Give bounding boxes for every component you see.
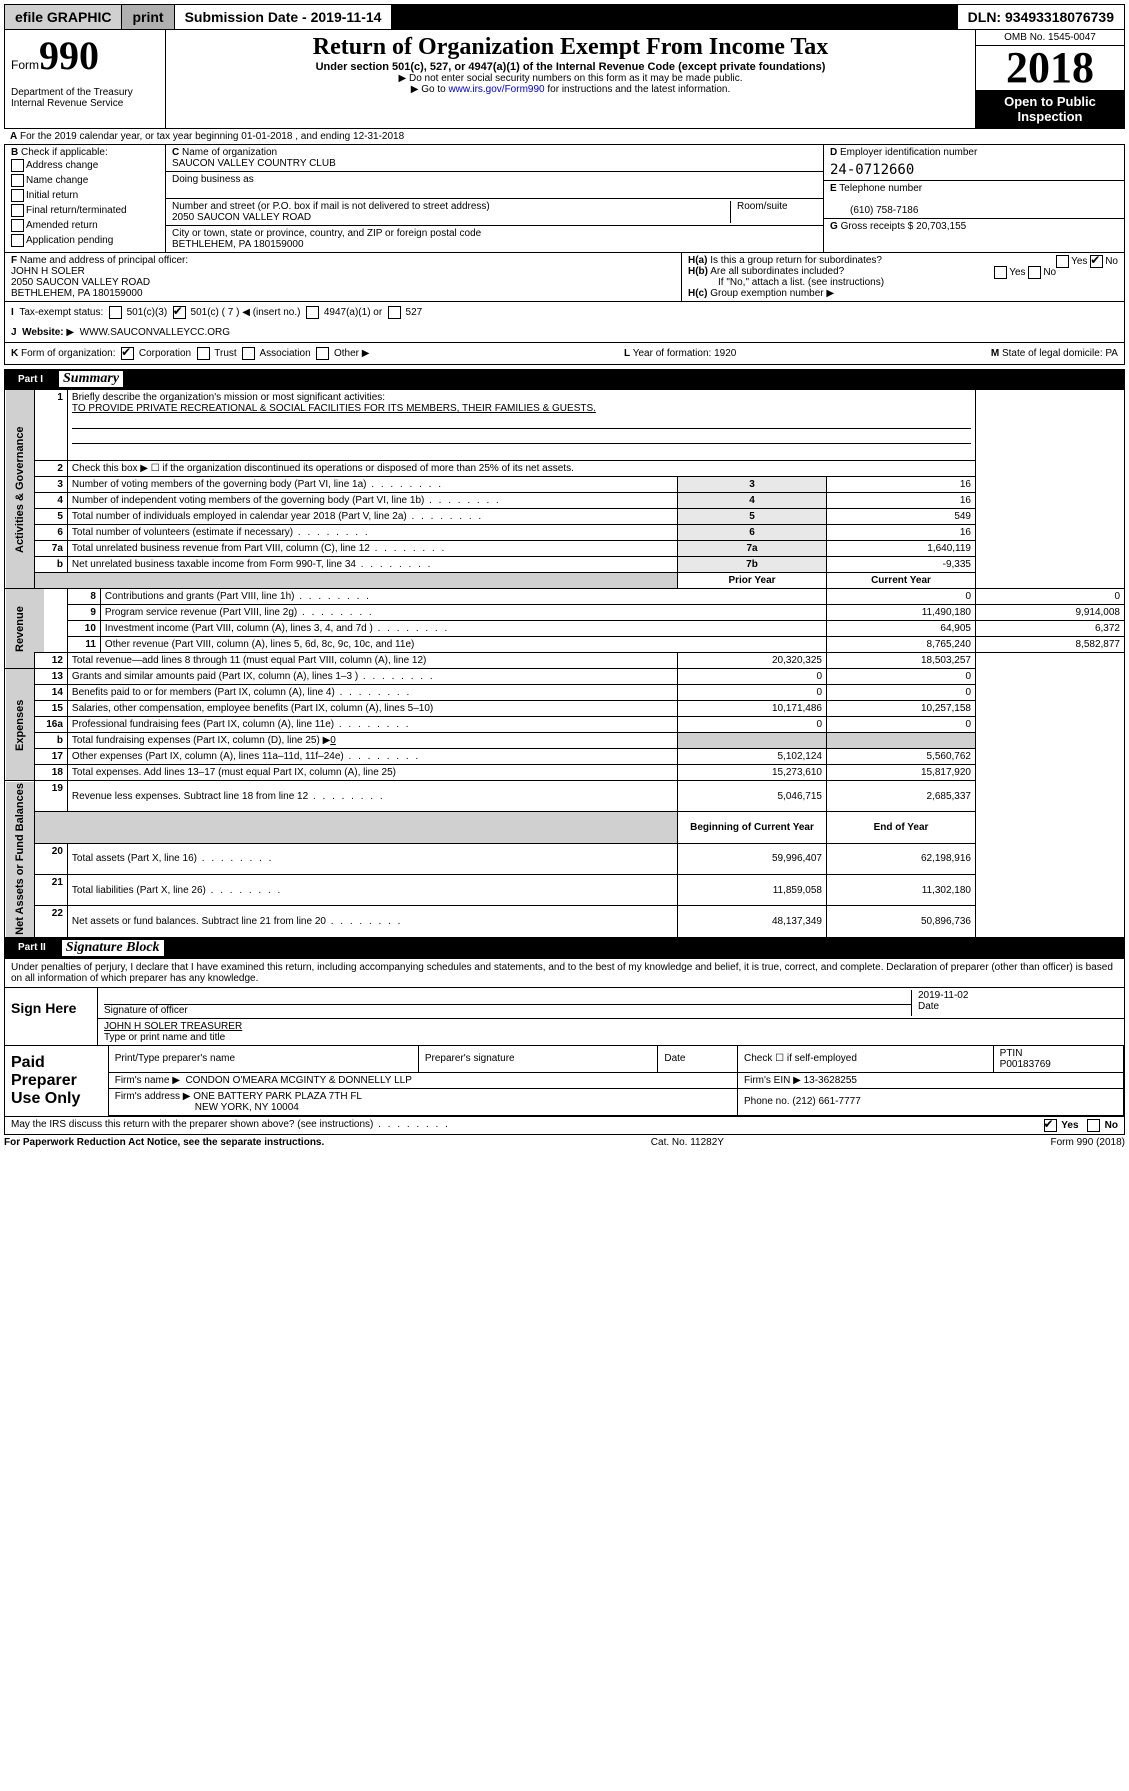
ssn-note: Do not enter social security numbers on … xyxy=(170,73,971,84)
section-i: I Tax-exempt status: 501(c)(3) 501(c) ( … xyxy=(4,302,1125,323)
submission-date: Submission Date - 2019-11-14 xyxy=(175,5,393,29)
department: Department of the Treasury Internal Reve… xyxy=(11,87,159,109)
tab-governance: Activities & Governance xyxy=(5,390,35,589)
ein: 24-0712660 xyxy=(830,162,1118,178)
ptin: P00183769 xyxy=(1000,1059,1051,1070)
cb-application-pending[interactable]: Application pending xyxy=(11,233,159,248)
part1-header: Part I Summary xyxy=(4,369,1125,389)
sign-here-label: Sign Here xyxy=(5,988,98,1045)
phone: (610) 758-7186 xyxy=(850,205,918,216)
section-a: A For the 2019 calendar year, or tax yea… xyxy=(4,129,1125,145)
cb-association[interactable] xyxy=(242,347,255,360)
section-fh: F Name and address of principal officer:… xyxy=(4,253,1125,302)
section-c: C Name of organization SAUCON VALLEY COU… xyxy=(166,145,823,252)
open-to-public: Open to Public Inspection xyxy=(976,90,1124,128)
preparer-phone: (212) 661-7777 xyxy=(792,1096,860,1107)
cb-527[interactable] xyxy=(388,306,401,319)
print-button[interactable]: print xyxy=(122,5,174,29)
cb-final-return[interactable]: Final return/terminated xyxy=(11,203,159,218)
topbar-filler xyxy=(392,5,957,29)
form-header: Form990 Department of the Treasury Inter… xyxy=(4,30,1125,129)
paid-preparer-block: Paid Preparer Use Only Print/Type prepar… xyxy=(4,1046,1125,1117)
cb-trust[interactable] xyxy=(197,347,210,360)
discuss-with-preparer: May the IRS discuss this return with the… xyxy=(4,1117,1125,1135)
summary-table: Activities & Governance 1 Briefly descri… xyxy=(4,389,1125,938)
efile-label: efile GRAPHIC xyxy=(5,5,122,29)
org-street: 2050 SAUCON VALLEY ROAD xyxy=(172,212,311,223)
website: WWW.SAUCONVALLEYCC.ORG xyxy=(80,327,230,338)
cb-address-change[interactable]: Address change xyxy=(11,158,159,173)
cb-discuss-yes[interactable] xyxy=(1044,1119,1057,1132)
part2-header: Part II Signature Block xyxy=(4,938,1125,958)
tab-net-assets: Net Assets or Fund Balances xyxy=(5,781,35,938)
section-klm: K Form of organization: Corporation Trus… xyxy=(4,343,1125,365)
cb-name-change[interactable]: Name change xyxy=(11,173,159,188)
org-city: BETHLEHEM, PA 180159000 xyxy=(172,239,304,250)
cb-501c3[interactable] xyxy=(109,306,122,319)
signature-block: Under penalties of perjury, I declare th… xyxy=(4,958,1125,1046)
officer-signature-name: JOHN H SOLER TREASURER xyxy=(104,1021,242,1032)
section-deg: D Employer identification number 24-0712… xyxy=(823,145,1124,252)
cb-4947a1[interactable] xyxy=(306,306,319,319)
tab-expenses: Expenses xyxy=(5,669,35,781)
tax-year: 2018 xyxy=(976,46,1124,90)
section-j: J Website: ▶ WWW.SAUCONVALLEYCC.ORG xyxy=(4,323,1125,343)
firm-name: CONDON O'MEARA MCGINTY & DONNELLY LLP xyxy=(185,1075,411,1086)
form-subtitle: Under section 501(c), 527, or 4947(a)(1)… xyxy=(170,61,971,73)
firm-ein: 13-3628255 xyxy=(804,1075,857,1086)
cb-other[interactable] xyxy=(316,347,329,360)
cb-initial-return[interactable]: Initial return xyxy=(11,188,159,203)
gross-receipts: 20,703,155 xyxy=(916,221,966,232)
sign-date: 2019-11-02 xyxy=(918,990,968,1001)
section-bcdeg: B Check if applicable: Address change Na… xyxy=(4,145,1125,253)
irs-link[interactable]: www.irs.gov/Form990 xyxy=(448,84,544,95)
form-number: Form990 xyxy=(11,32,159,79)
perjury-statement: Under penalties of perjury, I declare th… xyxy=(5,959,1124,988)
officer-name: JOHN H SOLER xyxy=(11,266,85,277)
cb-discuss-no[interactable] xyxy=(1087,1119,1100,1132)
form-title: Return of Organization Exempt From Incom… xyxy=(170,34,971,61)
tab-revenue2: Revenue xyxy=(5,589,35,669)
paid-preparer-label: Paid Preparer Use Only xyxy=(5,1046,109,1116)
dln: DLN: 93493318076739 xyxy=(958,5,1124,29)
mission: TO PROVIDE PRIVATE RECREATIONAL & SOCIAL… xyxy=(72,403,596,414)
link-note: Go to www.irs.gov/Form990 for instructio… xyxy=(170,84,971,95)
top-bar: efile GRAPHIC print Submission Date - 20… xyxy=(4,4,1125,30)
cb-corporation[interactable] xyxy=(121,347,134,360)
org-name: SAUCON VALLEY COUNTRY CLUB xyxy=(172,158,336,169)
cb-amended[interactable]: Amended return xyxy=(11,218,159,233)
section-b: B Check if applicable: Address change Na… xyxy=(5,145,166,252)
cb-501c[interactable] xyxy=(173,306,186,319)
page-footer: For Paperwork Reduction Act Notice, see … xyxy=(4,1135,1125,1150)
